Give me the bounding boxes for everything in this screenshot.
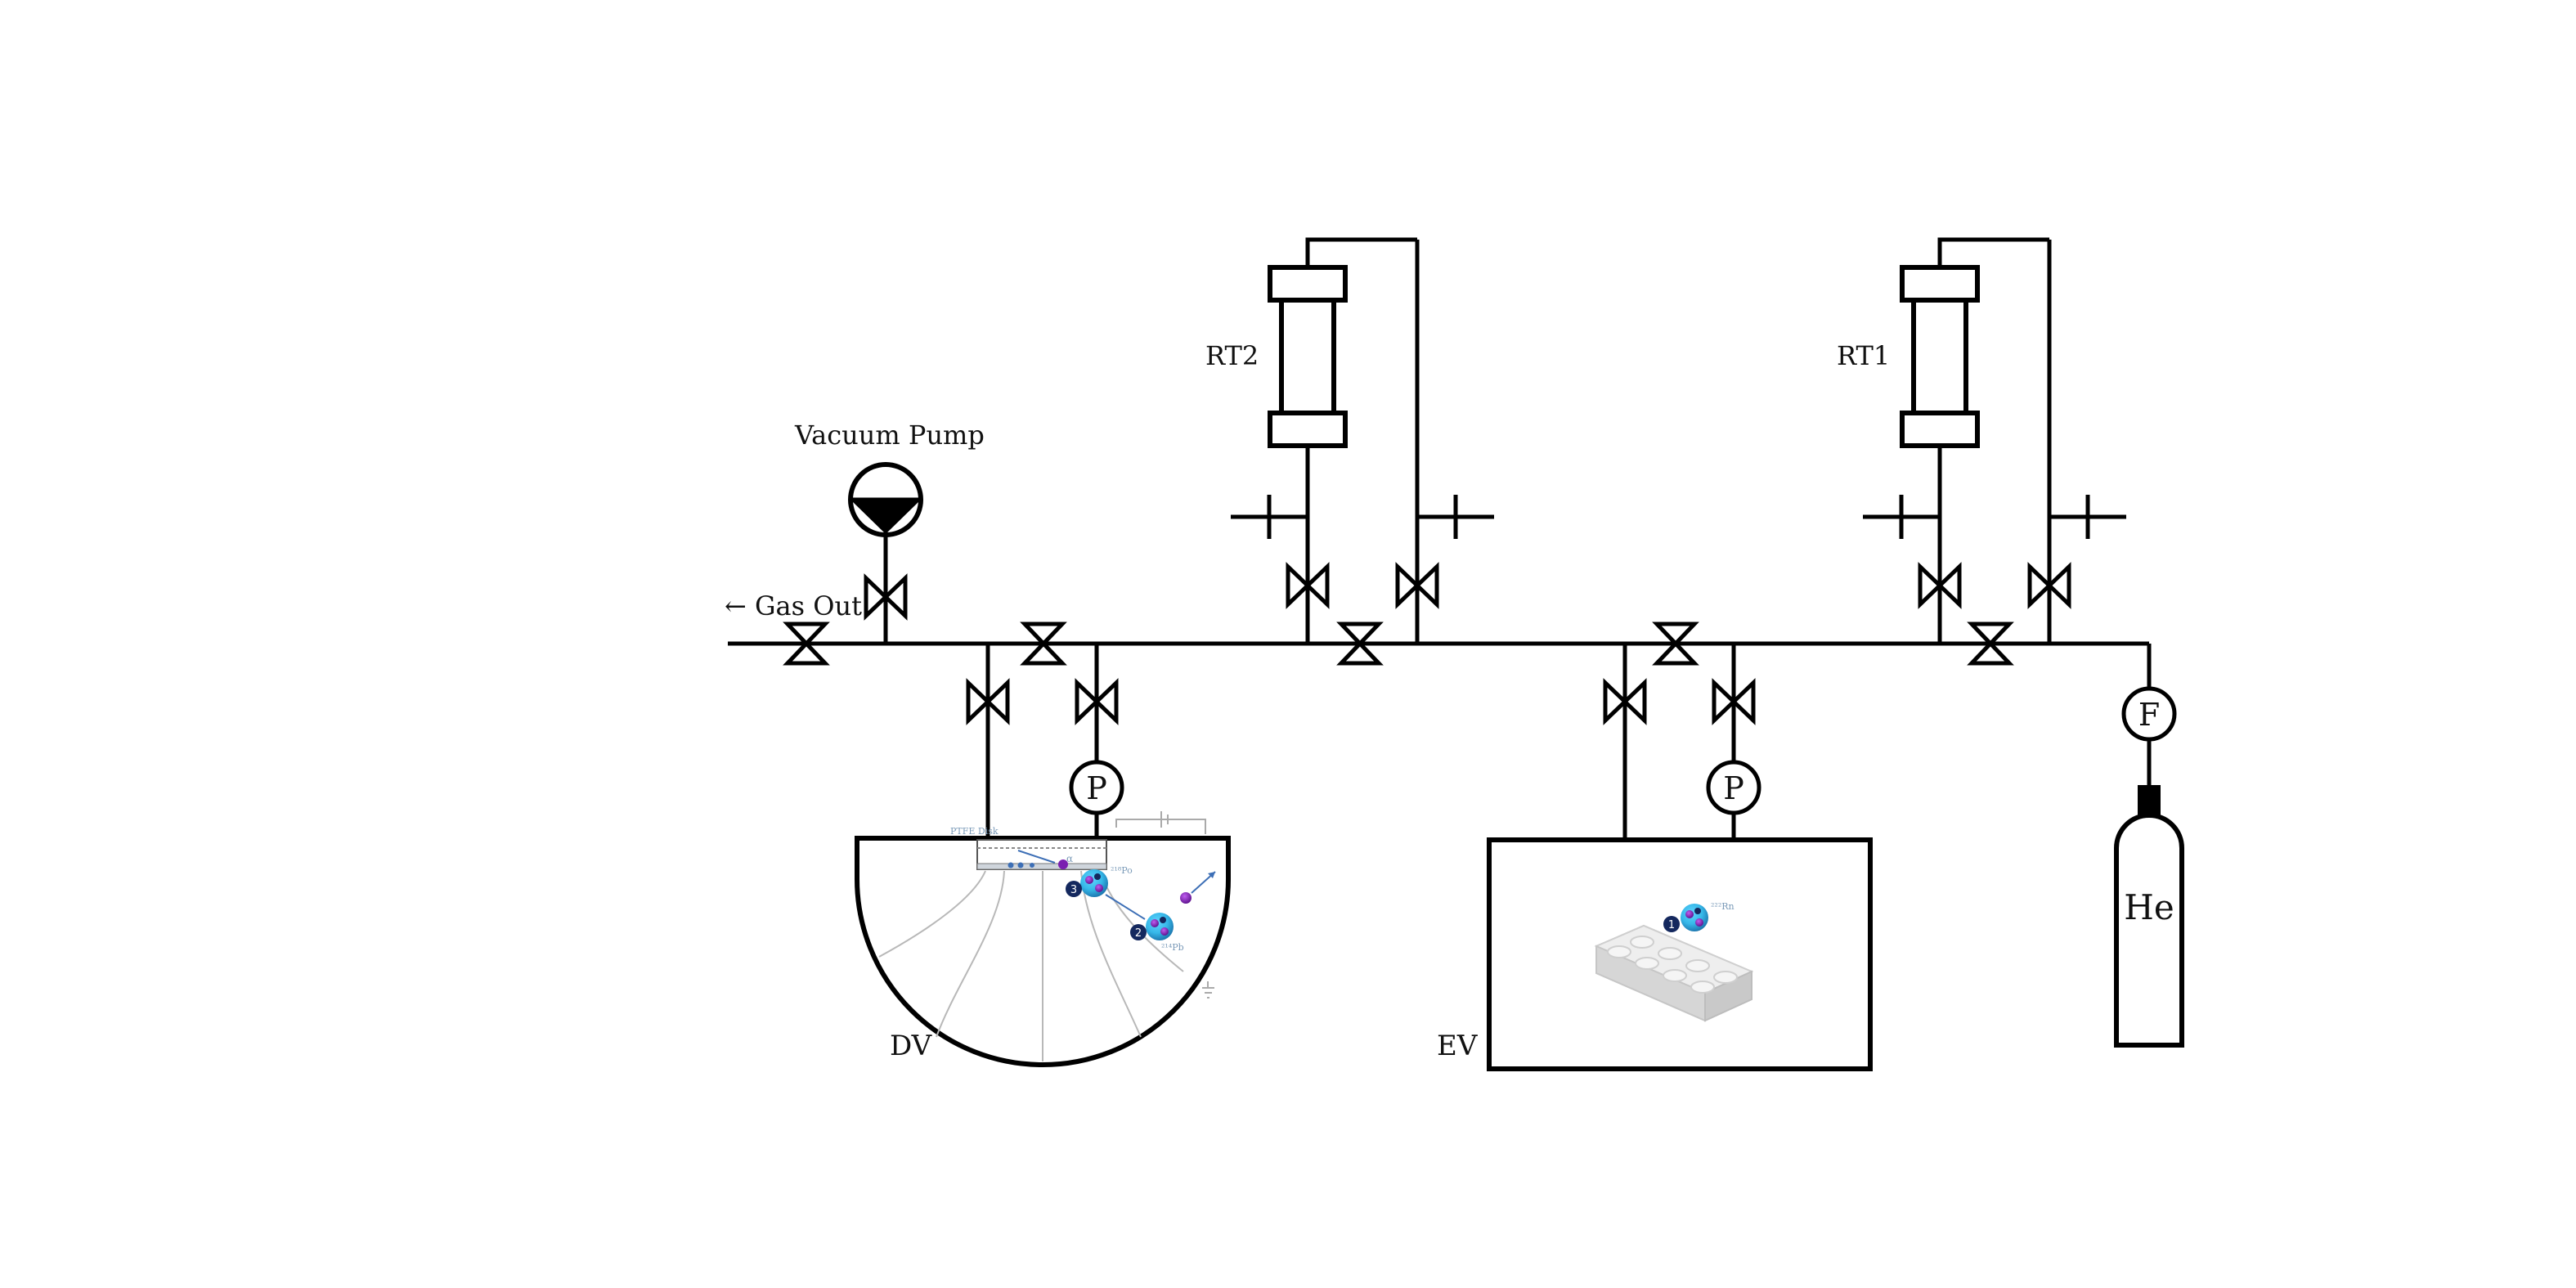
ev-pressure-valve[interactable] bbox=[1712, 678, 1756, 725]
sample-brick bbox=[1594, 924, 1754, 1022]
ev-pressure-gauge: P bbox=[1706, 760, 1761, 815]
svg-text:F: F bbox=[2138, 697, 2160, 733]
rt2-inlet-valve[interactable] bbox=[1286, 562, 1330, 609]
rt2-trap bbox=[1231, 237, 1494, 644]
dv-inlet-valve[interactable] bbox=[966, 678, 1010, 725]
svg-text:P: P bbox=[1723, 770, 1744, 806]
ev-nucleus: 1 bbox=[1663, 904, 1708, 932]
ev-isotope: ²²²Rn bbox=[1711, 901, 1735, 912]
ptfe-disk-label: PTFE Disk bbox=[950, 826, 999, 837]
ev-branch bbox=[1622, 644, 1736, 840]
ev-vessel: 1 ²²²Rn bbox=[1487, 837, 1873, 1071]
svg-text:2: 2 bbox=[1135, 927, 1142, 940]
svg-text:1: 1 bbox=[1668, 919, 1675, 931]
dv-alpha-label: α bbox=[1066, 853, 1073, 864]
inline-valve-dv-section[interactable] bbox=[1020, 622, 1067, 666]
ev-inlet-valve[interactable] bbox=[1603, 678, 1647, 725]
vacuum-pump-valve[interactable] bbox=[864, 573, 908, 621]
flow-meter: F bbox=[2121, 686, 2177, 742]
vacuum-pump-label: Vacuum Pump bbox=[794, 420, 985, 451]
dv-isotope-a: ²¹⁸Po bbox=[1111, 865, 1133, 876]
nucleus-2: 2 bbox=[1105, 894, 1174, 940]
nucleus-3: 3 bbox=[1066, 869, 1108, 897]
dv-pressure-gauge: P bbox=[1069, 760, 1124, 815]
helium-cylinder: He bbox=[2114, 785, 2184, 1048]
dv-isotope-b: ²¹⁴Pb bbox=[1161, 942, 1184, 953]
svg-text:P: P bbox=[1086, 770, 1107, 806]
rt1-outlet-valve[interactable] bbox=[2027, 562, 2071, 609]
rt1-inlet-valve[interactable] bbox=[1918, 562, 1962, 609]
dv-label: DV bbox=[890, 1030, 933, 1062]
rt2-outlet-valve[interactable] bbox=[1395, 562, 1439, 609]
inline-valve-rt1-section[interactable] bbox=[1967, 622, 2014, 666]
inline-valve-rt2-section[interactable] bbox=[1336, 622, 1384, 666]
rt1-trap bbox=[1863, 237, 2126, 644]
dv-pressure-valve[interactable] bbox=[1075, 678, 1119, 725]
inline-valve-ev-section[interactable] bbox=[1652, 622, 1699, 666]
dv-ion-tracks bbox=[1008, 850, 1068, 869]
inline-valve-gas-out[interactable] bbox=[783, 622, 830, 666]
dv-branch bbox=[985, 644, 1099, 840]
vacuum-pump[interactable] bbox=[848, 462, 923, 644]
svg-text:3: 3 bbox=[1070, 884, 1077, 896]
gas-out-label: ← Gas Out bbox=[725, 590, 862, 622]
dv-vessel: PTFE Disk α 3 ²¹⁸Po bbox=[855, 811, 1231, 1067]
hv-supply bbox=[1115, 811, 1214, 999]
dv-emitter bbox=[1180, 871, 1216, 904]
rt2-label: RT2 bbox=[1205, 340, 1259, 371]
helium-label: He bbox=[2124, 887, 2174, 927]
rt1-label: RT1 bbox=[1837, 340, 1890, 371]
ev-label: EV bbox=[1437, 1030, 1479, 1062]
